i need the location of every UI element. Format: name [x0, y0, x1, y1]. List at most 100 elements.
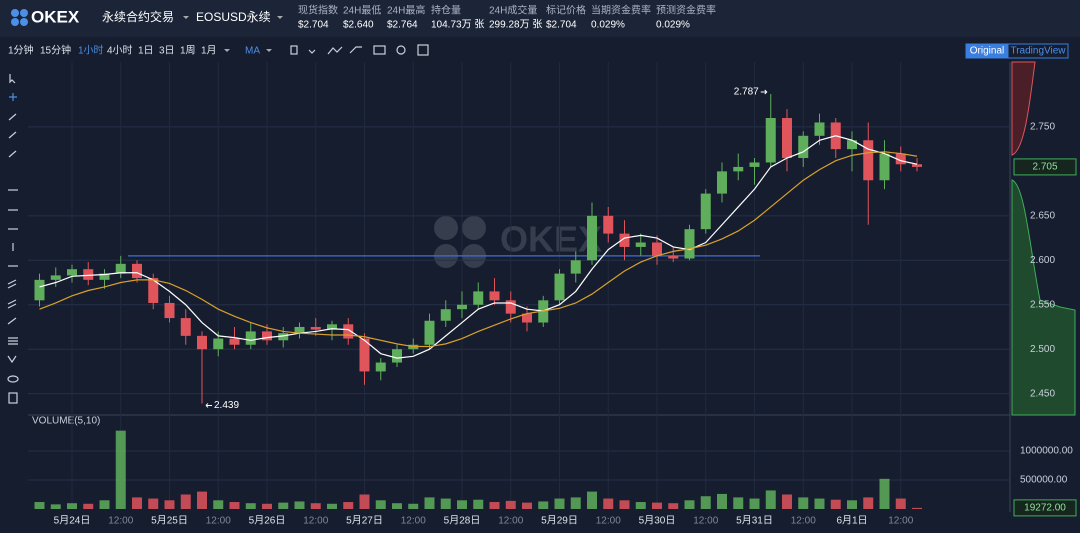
interval-button[interactable]: 1日	[138, 46, 154, 57]
x-tick-label: 12:00	[888, 516, 913, 527]
product[interactable]: 永续合约交易	[102, 9, 174, 24]
volume-bar	[197, 491, 207, 509]
logo[interactable]: OKEX	[31, 7, 80, 26]
candle-body	[652, 242, 662, 256]
candle-body	[749, 162, 760, 167]
instrument[interactable]: EOSUSD永续	[196, 10, 271, 24]
header-bar	[0, 0, 1080, 37]
volume-bar	[684, 500, 695, 509]
stat-value: 0.029%	[591, 20, 625, 31]
candle-body	[554, 273, 565, 301]
x-tick-label: 5月29日	[541, 515, 578, 527]
volume-bar	[359, 494, 370, 509]
interval-button[interactable]: 1分钟	[8, 44, 34, 57]
volume-bar	[457, 500, 467, 509]
logo-icon	[11, 9, 28, 26]
stat-label: 24H成交量	[489, 4, 537, 17]
volume-bar	[229, 502, 240, 509]
volume-bar	[164, 500, 175, 509]
dropdown-arrow	[266, 49, 272, 52]
depth-ask	[1011, 61, 1036, 156]
volume-bar	[830, 499, 841, 509]
volume-title: VOLUME(5,10)	[32, 416, 100, 427]
candle-body	[895, 153, 906, 165]
candle-body	[505, 300, 516, 314]
volume-bar	[148, 498, 159, 509]
watermark-text: OKEX	[500, 219, 602, 260]
candle-body	[570, 260, 581, 274]
volume-bar	[310, 503, 321, 509]
candle-body	[115, 263, 126, 274]
view-button-bg	[1007, 43, 1069, 59]
x-tick-label: 12:00	[596, 516, 621, 527]
candle-body	[278, 333, 289, 341]
indicator-button[interactable]: MA	[245, 46, 260, 57]
stat-label: 现货指数	[298, 4, 338, 17]
interval-button[interactable]: 4小时	[107, 45, 133, 57]
x-tick-label: 5月27日	[346, 515, 383, 527]
last-volume-box	[1013, 499, 1077, 517]
candle-body	[879, 153, 890, 181]
interval-button[interactable]: 3日	[159, 46, 175, 57]
x-tick-label: 5月30日	[639, 515, 676, 527]
x-tick-label: 12:00	[693, 516, 718, 527]
volume-bar	[115, 430, 126, 509]
last-price-box	[1013, 158, 1077, 176]
view-button[interactable]: TradingView	[1010, 46, 1066, 57]
dropdown-arrow	[224, 49, 230, 52]
candle-body	[700, 193, 711, 230]
candle-body	[587, 215, 597, 261]
x-tick-label: 6月1日	[836, 515, 867, 527]
interval-button[interactable]: 1周	[180, 45, 196, 57]
interval-button[interactable]: 1月	[201, 45, 217, 57]
volume-bar	[814, 498, 825, 509]
low-arrow	[205, 403, 212, 408]
candle-body	[863, 140, 874, 181]
stat-value: $2.704	[546, 20, 577, 31]
candle-body	[164, 302, 175, 319]
candle-body	[782, 118, 792, 159]
volume-bar	[180, 494, 191, 509]
candle-body	[733, 166, 744, 172]
last-volume: 19272.00	[1024, 503, 1066, 514]
moving-average	[39, 135, 918, 359]
stat-label: 标记价格	[546, 4, 586, 17]
volume-bar	[294, 501, 305, 509]
stat-value: 0.029%	[656, 20, 690, 31]
volume-bar	[635, 502, 646, 509]
interval-button[interactable]: 15分钟	[40, 44, 71, 57]
view-button[interactable]: Original	[970, 46, 1004, 57]
candle-body	[245, 331, 256, 345]
candle-body	[668, 255, 679, 259]
dropdown-arrow	[277, 16, 283, 19]
volume-bar	[327, 503, 337, 509]
volume-bar	[440, 498, 451, 509]
volume-bar	[213, 500, 224, 509]
y-tick-label: 2.750	[1030, 122, 1055, 133]
x-tick-label: 12:00	[303, 516, 328, 527]
volume-bar	[489, 502, 500, 509]
candle-body	[522, 313, 532, 323]
x-tick-label: 5月31日	[736, 515, 773, 527]
volume-bar	[408, 503, 419, 509]
volume-bar	[34, 502, 45, 509]
volume-bar	[603, 498, 614, 509]
x-tick-label: 12:00	[108, 516, 133, 527]
volume-bar	[132, 497, 142, 509]
x-tick-label: 12:00	[401, 516, 426, 527]
candle-body	[440, 309, 451, 321]
candle-body	[717, 171, 727, 194]
volume-bar	[847, 500, 857, 509]
candle-body	[489, 291, 500, 301]
x-tick-label: 5月25日	[151, 515, 188, 527]
stat-label: 当期资金费率	[591, 4, 651, 17]
volume-bar	[587, 491, 597, 509]
stat-value: 299.28万 张	[489, 19, 542, 31]
candle-body	[798, 135, 809, 159]
interval-button[interactable]: 1小时	[78, 45, 104, 57]
x-tick-label: 12:00	[791, 516, 816, 527]
candle-body	[392, 349, 402, 363]
volume-bar	[392, 503, 402, 509]
